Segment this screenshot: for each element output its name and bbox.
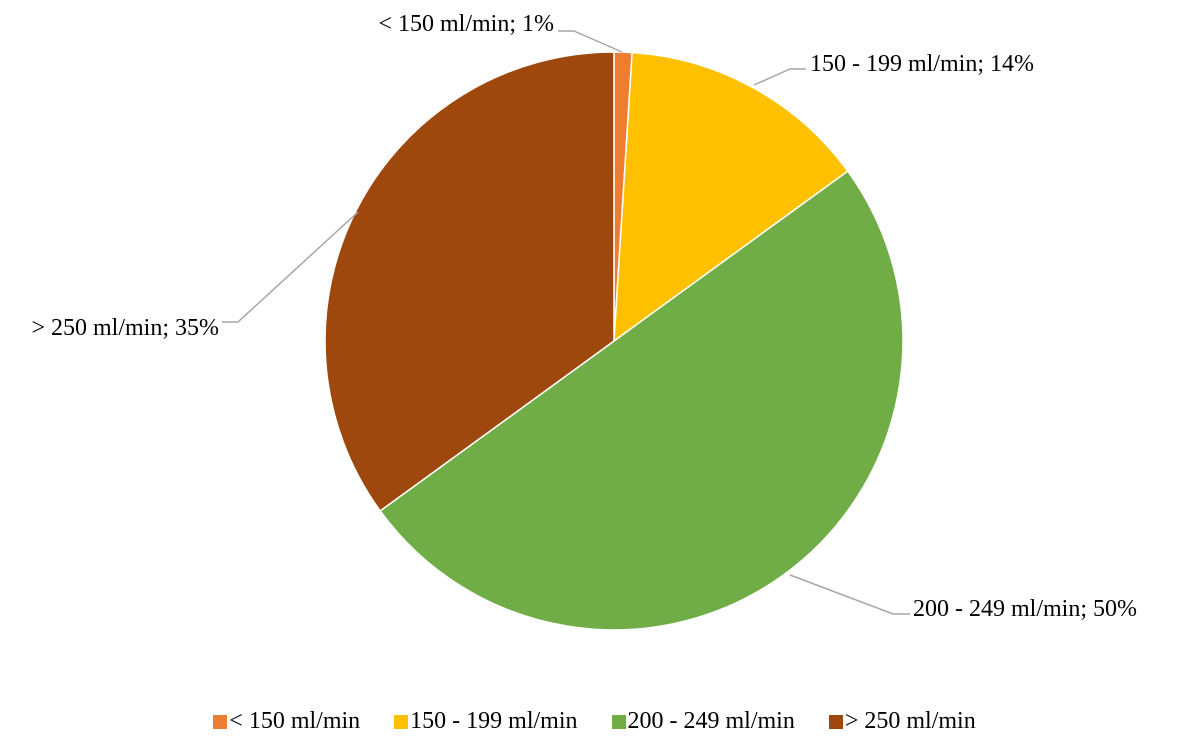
slice-200-249 [379,170,904,631]
data-label-200-249: 200 - 249 ml/min; 50% [913,596,1137,622]
pie-slices [324,51,904,631]
legend: < 150 ml/min 150 - 199 ml/min 200 - 249 … [0,708,1189,735]
data-label-gt-250: > 250 ml/min; 35% [31,315,219,341]
legend-item-150-199: 150 - 199 ml/min [394,708,578,735]
legend-label-gt-250: > 250 ml/min [844,708,976,734]
leader-line-150-199 [753,68,806,86]
legend-item-lt-150: < 150 ml/min [213,708,360,735]
legend-label-150-199: 150 - 199 ml/min [410,708,578,734]
slice-150-199 [613,51,849,343]
slice-gt-250 [324,51,615,512]
legend-swatch-lt-150 [213,714,228,729]
legend-label-lt-150: < 150 ml/min [229,708,361,734]
legend-swatch-200-249 [611,714,626,729]
data-label-lt-150: < 150 ml/min; 1% [378,11,554,37]
legend-swatch-gt-250 [828,714,843,729]
leader-line-lt-150 [558,30,623,53]
legend-swatch-150-199 [394,714,409,729]
leader-lines [222,30,910,615]
leader-line-200-249 [789,574,910,615]
legend-item-gt-250: > 250 ml/min [828,708,976,735]
legend-label-200-249: 200 - 249 ml/min [627,708,795,734]
legend-item-200-249: 200 - 249 ml/min [611,708,795,735]
data-label-150-199: 150 - 199 ml/min; 14% [810,51,1034,77]
leader-line-gt-250 [222,211,359,323]
data-labels: < 150 ml/min; 1% 150 - 199 ml/min; 14% 200… [31,11,1137,622]
